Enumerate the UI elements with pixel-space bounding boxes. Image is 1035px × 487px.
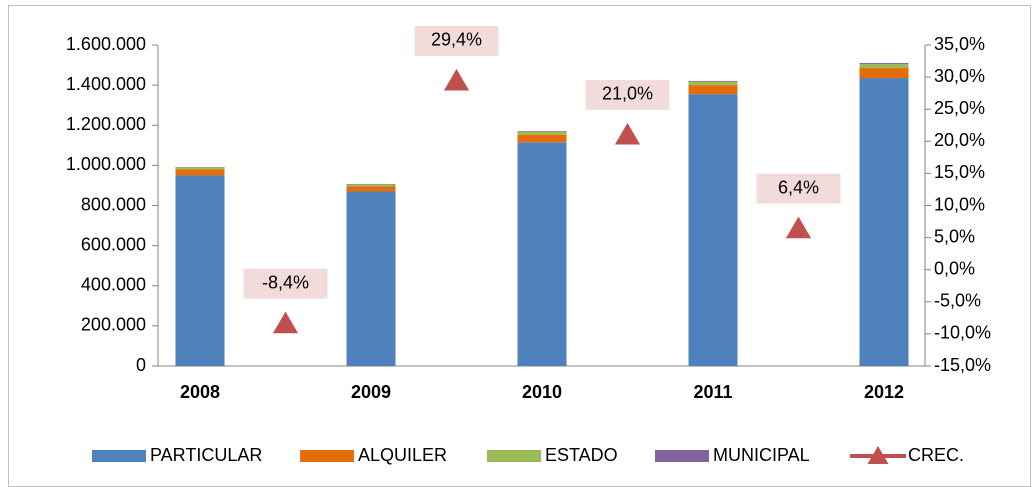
legend-label: PARTICULAR bbox=[150, 445, 262, 465]
growth-marker bbox=[272, 311, 299, 334]
x-tick-label: 2009 bbox=[351, 382, 391, 402]
x-tick-label: 2012 bbox=[864, 382, 904, 402]
y-tick-label: 1.400.000 bbox=[66, 74, 146, 94]
y2-tick-label: 15,0% bbox=[934, 162, 985, 182]
growth-marker bbox=[614, 122, 641, 145]
bar-segment bbox=[517, 131, 567, 135]
x-tick-label: 2010 bbox=[522, 382, 562, 402]
data-label-box bbox=[585, 79, 670, 110]
y-tick-label: 800.000 bbox=[81, 194, 146, 214]
legend-swatch-marker bbox=[867, 446, 889, 464]
bar-segment bbox=[346, 184, 396, 187]
x-tick-label: 2008 bbox=[180, 382, 220, 402]
growth-marker bbox=[785, 216, 812, 239]
bar-segment bbox=[859, 63, 909, 65]
growth-marker bbox=[443, 68, 470, 91]
bar-segment bbox=[517, 134, 567, 143]
y-tick-label: 1.200.000 bbox=[66, 114, 146, 134]
legend-swatch bbox=[92, 450, 146, 462]
y-tick-label: 1.600.000 bbox=[66, 34, 146, 54]
y-tick-label: 400.000 bbox=[81, 275, 146, 295]
y-tick-label: 600.000 bbox=[81, 234, 146, 254]
legend-swatch bbox=[655, 450, 709, 462]
y2-tick-label: -5,0% bbox=[934, 291, 981, 311]
data-label-box bbox=[414, 25, 499, 56]
y2-tick-label: 0,0% bbox=[934, 258, 975, 278]
data-label: 29,4% bbox=[431, 30, 482, 50]
y2-tick-label: 10,0% bbox=[934, 194, 985, 214]
y-tick-label: 1.000.000 bbox=[66, 154, 146, 174]
y-tick-label: 0 bbox=[136, 355, 146, 375]
x-tick-label: 2011 bbox=[693, 382, 732, 402]
bar-segment bbox=[859, 68, 909, 79]
data-label: 6,4% bbox=[778, 177, 819, 197]
bar-segment bbox=[175, 167, 225, 170]
bar-segment bbox=[859, 64, 909, 69]
bar-segment bbox=[688, 80, 738, 82]
legend-swatch bbox=[487, 450, 541, 462]
bar-segment bbox=[859, 78, 909, 367]
bar-segment bbox=[688, 94, 738, 366]
y2-tick-label: 5,0% bbox=[934, 226, 975, 246]
legend-label: ALQUILER bbox=[358, 445, 447, 465]
y2-tick-label: 25,0% bbox=[934, 98, 985, 118]
data-label: 21,0% bbox=[602, 84, 653, 104]
legend-label: CREC. bbox=[908, 445, 964, 465]
y2-tick-label: 35,0% bbox=[934, 34, 985, 54]
data-label-box bbox=[756, 173, 841, 204]
data-label: -8,4% bbox=[262, 272, 309, 292]
y2-tick-label: 30,0% bbox=[934, 66, 985, 86]
bar-segment bbox=[517, 142, 567, 366]
bar-segment bbox=[175, 169, 225, 176]
legend-label: ESTADO bbox=[545, 445, 618, 465]
legend-swatch bbox=[300, 450, 354, 462]
y2-tick-label: -15,0% bbox=[934, 355, 991, 375]
y-tick-label: 200.000 bbox=[81, 315, 146, 335]
data-label-box bbox=[243, 268, 328, 299]
bar-segment bbox=[346, 186, 396, 192]
bar-segment bbox=[175, 175, 225, 366]
legend-label: MUNICIPAL bbox=[713, 445, 810, 465]
bar-segment bbox=[346, 191, 396, 366]
bar-segment bbox=[688, 81, 738, 86]
bar-segment bbox=[517, 131, 567, 132]
bar-segment bbox=[688, 85, 738, 95]
y2-tick-label: 20,0% bbox=[934, 130, 985, 150]
y2-tick-label: -10,0% bbox=[934, 323, 991, 343]
